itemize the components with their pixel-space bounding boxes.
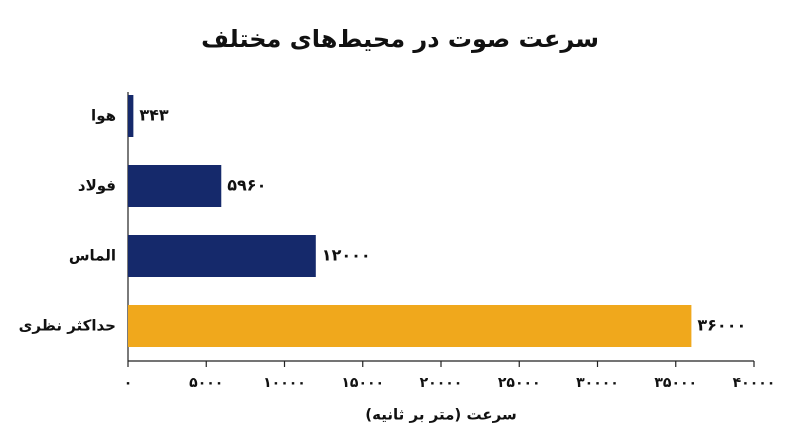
x-tick-label: ۳۰۰۰۰ (576, 375, 619, 391)
x-tick-label: ۳۵۰۰۰ (654, 375, 697, 391)
bar (128, 165, 222, 207)
value-label: ۵۹۶۰ (227, 176, 266, 195)
y-tick-label: الماس (69, 247, 116, 265)
value-label: ۳۶۰۰۰ (697, 316, 746, 335)
bar (128, 95, 134, 137)
x-tick-label: ۴۰۰۰۰ (733, 375, 776, 391)
y-tick-label: هوا (91, 107, 116, 125)
bar (128, 305, 692, 347)
x-tick-label: ۱۵۰۰۰ (341, 375, 384, 391)
y-tick-label: حداکثر نظری (19, 317, 116, 335)
x-tick-label: ۵۰۰۰ (189, 375, 223, 391)
x-tick-label: ۲۰۰۰۰ (420, 375, 463, 391)
value-label: ۳۴۳ (139, 106, 169, 125)
x-axis-label: سرعت (متر بر ثانیه) (365, 406, 516, 424)
x-tick-label: ۱۰۰۰۰ (263, 375, 306, 391)
bar (128, 235, 316, 277)
y-tick-label: فولاد (78, 177, 116, 195)
x-tick-label: ۰ (124, 375, 133, 391)
value-label: ۱۲۰۰۰ (322, 246, 371, 265)
x-tick-label: ۲۵۰۰۰ (498, 375, 541, 391)
chart-title: سرعت صوت در محیط‌های مختلف (201, 25, 599, 53)
